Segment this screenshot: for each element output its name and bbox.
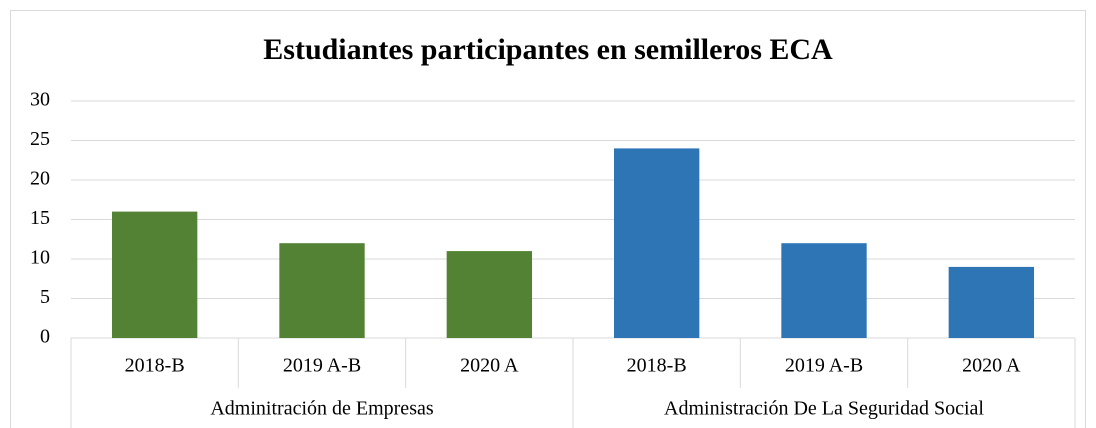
y-tick-label: 5 [40, 286, 50, 308]
bar [446, 251, 533, 338]
chart-title: Estudiantes participantes en semilleros … [263, 33, 833, 66]
y-tick-label: 20 [30, 168, 50, 190]
y-tick-label: 0 [40, 326, 50, 348]
group-label: Adminitración de Empresas [210, 398, 433, 420]
bar [781, 243, 867, 338]
bar [613, 148, 700, 338]
bar [111, 211, 198, 338]
y-tick-label: 10 [30, 247, 50, 269]
y-tick-label: 15 [30, 207, 50, 229]
y-tick-label: 30 [30, 89, 50, 111]
x-tick-label: 2019 A-B [283, 355, 361, 377]
x-tick-label: 2018-B [125, 355, 185, 377]
bar [948, 266, 1035, 338]
x-tick-label: 2020 A [962, 355, 1021, 377]
x-tick-label: 2020 A [460, 355, 519, 377]
y-tick-label: 25 [30, 128, 50, 150]
bar [279, 243, 365, 338]
x-tick-label: 2019 A-B [785, 355, 863, 377]
x-tick-label: 2018-B [627, 355, 687, 377]
group-label: Administración De La Seguridad Social [664, 398, 984, 420]
